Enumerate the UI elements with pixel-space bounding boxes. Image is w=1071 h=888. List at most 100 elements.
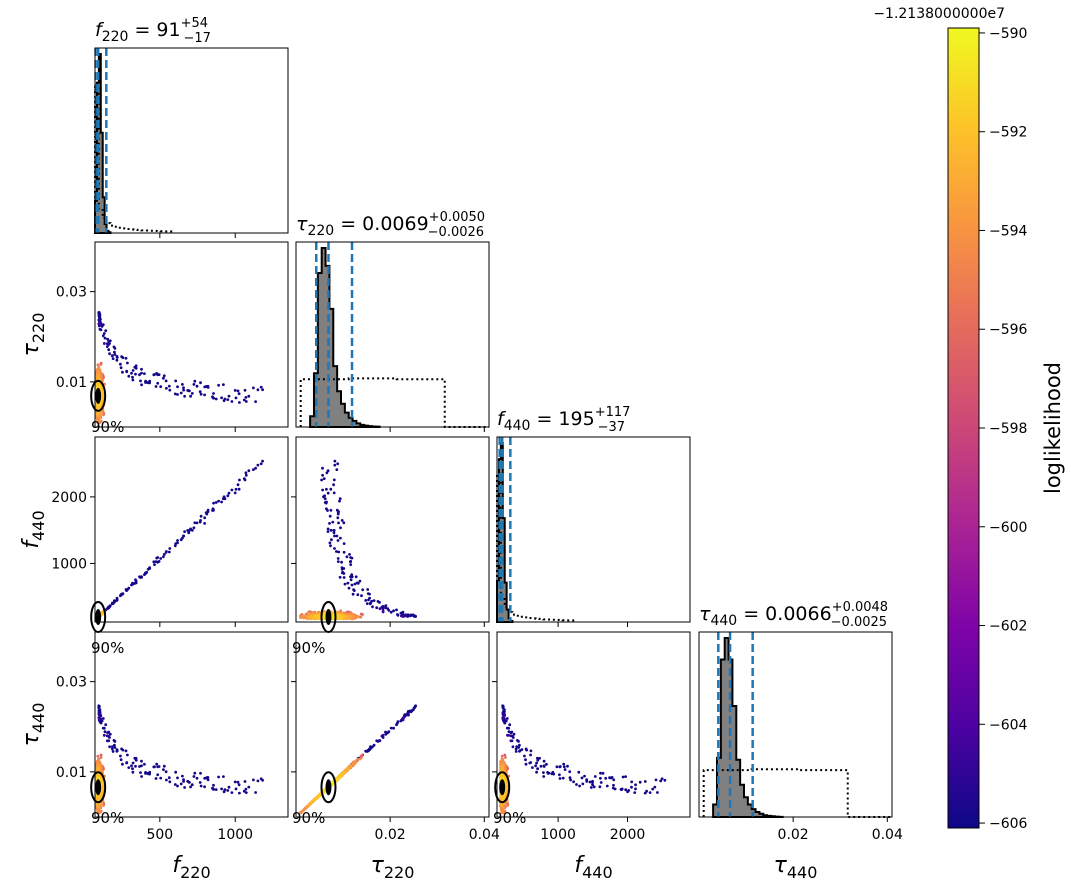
scatter-point	[105, 342, 109, 346]
scatter-point	[127, 766, 131, 769]
scatter-point	[110, 354, 114, 358]
scatter-point	[198, 390, 202, 394]
scatter-point	[154, 777, 158, 780]
scatter-point	[189, 785, 193, 789]
scatter-point	[157, 765, 161, 768]
scatter-point	[111, 750, 115, 753]
scatter-point	[190, 392, 194, 395]
scatter-point	[234, 487, 238, 491]
scatter-point	[140, 367, 143, 371]
scatter-point	[378, 601, 381, 604]
scatter-point	[183, 394, 187, 398]
scatter-point	[211, 507, 215, 511]
scatter-point	[156, 381, 160, 385]
scatter-point	[222, 775, 225, 778]
scatter-point	[97, 323, 101, 326]
scatter-point	[254, 466, 257, 470]
scatter-point	[165, 386, 168, 390]
scatter-point	[238, 478, 241, 482]
scatter-point	[237, 487, 241, 491]
scatter-point	[389, 610, 393, 614]
scatter-point	[192, 383, 196, 386]
panel-f440-f440	[496, 436, 691, 627]
scatter-point	[236, 483, 240, 487]
scatter-point	[190, 783, 194, 787]
scatter-point	[110, 747, 114, 751]
scatter-point	[211, 396, 215, 400]
scatter-point	[140, 383, 144, 387]
scatter-point	[165, 778, 168, 782]
scatter-point	[341, 570, 344, 574]
scatter-point	[102, 804, 105, 807]
scatter-point	[130, 764, 133, 768]
scatter-point	[131, 770, 135, 774]
scatter-point	[105, 734, 109, 738]
scatter-point	[326, 530, 330, 533]
scatter-point	[168, 547, 172, 550]
scatter-point	[131, 761, 135, 765]
scatter-point	[244, 787, 248, 791]
scatter-point	[165, 550, 168, 553]
scatter-point	[237, 392, 241, 396]
scatter-point	[342, 521, 346, 525]
scatter-point	[148, 567, 152, 570]
scatter-point	[256, 463, 260, 467]
scatter-point	[366, 588, 370, 591]
scatter-point	[222, 399, 226, 402]
scatter-point	[339, 526, 342, 530]
scatter-point	[331, 520, 335, 524]
scatter-point	[193, 521, 197, 525]
scatter-point	[227, 785, 231, 789]
scatter-point	[162, 374, 166, 378]
scatter-point	[233, 780, 237, 784]
scatter-point	[321, 466, 324, 470]
scatter-point	[115, 358, 119, 362]
panel-frame	[295, 436, 490, 623]
scatter-point	[198, 781, 202, 784]
scatter-point	[174, 770, 178, 774]
scatter-point	[220, 500, 224, 504]
scatter-point	[252, 778, 255, 782]
scatter-point	[252, 386, 255, 390]
scatter-point	[342, 576, 346, 579]
scatter-point	[134, 756, 138, 760]
scatter-point	[98, 316, 101, 319]
scatter-point	[108, 352, 111, 356]
scatter-point	[332, 529, 336, 532]
scatter-point	[113, 350, 116, 354]
scatter-point	[365, 602, 369, 605]
scatter-point	[220, 396, 224, 400]
scatter-point	[346, 615, 349, 618]
scatter-point	[148, 770, 152, 774]
scatter-point	[335, 550, 338, 553]
scatter-point	[212, 392, 215, 395]
scatter-point	[340, 615, 344, 619]
scatter-point	[359, 612, 363, 616]
contour-label: 90%	[91, 639, 124, 657]
scatter-point	[174, 379, 178, 383]
scatter-point	[244, 473, 248, 477]
scatter-point	[153, 765, 156, 769]
scatter-point	[110, 602, 114, 606]
scatter-point	[244, 471, 248, 475]
scatter-point	[336, 539, 340, 542]
scatter-point	[101, 717, 105, 720]
scatter-point	[214, 397, 218, 401]
scatter-point	[162, 555, 165, 559]
scatter-point	[336, 516, 340, 520]
scatter-point	[199, 771, 202, 775]
scatter-point	[203, 785, 207, 789]
scatter-point	[328, 514, 332, 518]
scatter-points	[95, 459, 264, 621]
scatter-point	[339, 536, 342, 540]
scatter-point	[314, 614, 318, 618]
scatter-point	[350, 583, 354, 587]
scatter-point	[340, 560, 343, 564]
scatter-point	[256, 388, 260, 392]
scatter-point	[247, 469, 251, 473]
scatter-point	[237, 783, 241, 787]
scatter-point	[236, 389, 240, 393]
scatter-point	[190, 528, 194, 532]
scatter-point	[346, 581, 350, 585]
